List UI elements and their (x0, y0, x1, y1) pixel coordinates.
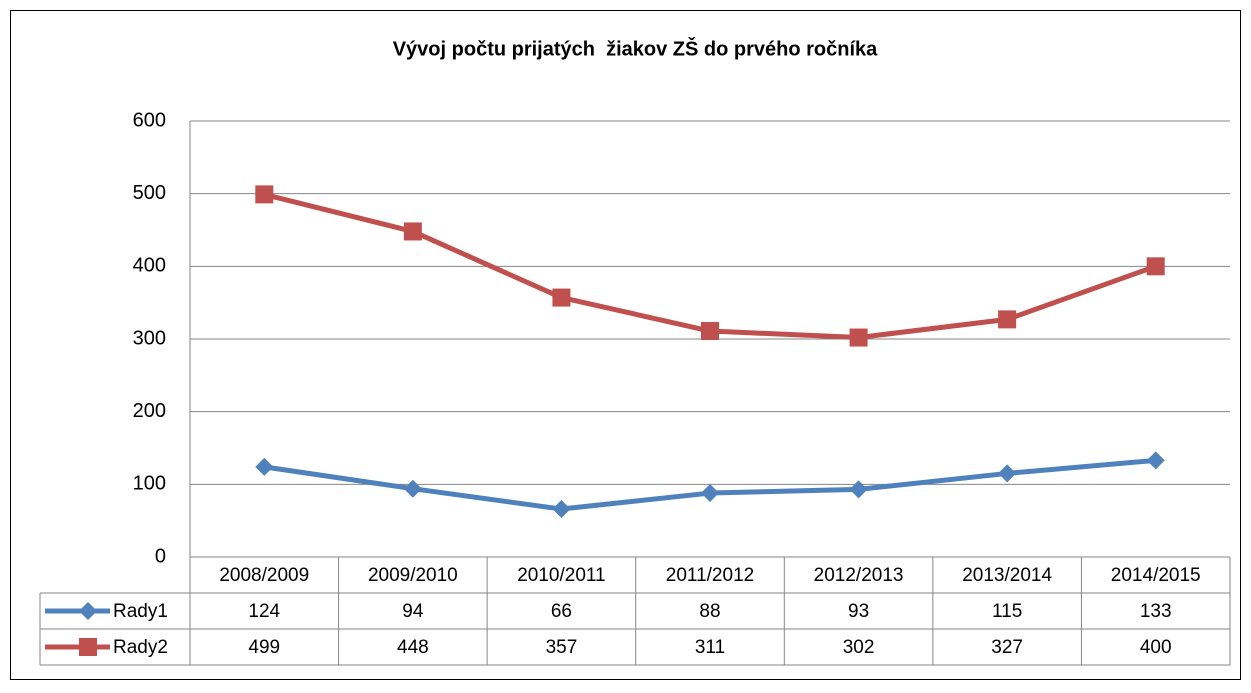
data-point (1146, 451, 1165, 470)
category-label: 2009/2010 (368, 565, 458, 586)
table-value: 124 (248, 601, 280, 622)
chart-border (10, 10, 1241, 680)
legend-marker (79, 638, 97, 656)
data-point (552, 288, 571, 307)
data-point (701, 484, 719, 503)
table-value: 311 (695, 637, 725, 658)
y-tick-label: 200 (133, 400, 166, 422)
table-value: 115 (992, 601, 1022, 622)
table-value: 88 (699, 601, 720, 622)
category-label: 2011/2012 (666, 565, 754, 586)
data-point (552, 500, 571, 519)
data-point (849, 328, 868, 347)
y-tick-label: 500 (133, 182, 166, 204)
category-label: 2013/2014 (962, 565, 1052, 586)
data-point (998, 464, 1017, 483)
table-value: 66 (551, 601, 572, 622)
category-label: 2008/2009 (219, 565, 309, 586)
y-tick-label: 100 (133, 473, 166, 495)
category-label: 2010/2011 (517, 565, 605, 586)
data-point (403, 222, 422, 241)
data-point (998, 310, 1017, 329)
data-point (1146, 257, 1165, 276)
legend-label: Rady2 (113, 637, 168, 658)
y-tick-label: 400 (133, 255, 166, 277)
table-value: 133 (1140, 601, 1172, 622)
chart-title: Vývoj počtu prijatých žiakov ZŠ do prvéh… (393, 36, 878, 60)
table-value: 448 (397, 637, 429, 658)
table-value: 357 (546, 637, 578, 658)
data-point (849, 480, 868, 499)
legend-label: Rady1 (113, 601, 168, 622)
y-tick-label: 300 (133, 327, 166, 349)
table-value: 94 (402, 601, 424, 622)
table-value: 302 (843, 637, 875, 658)
data-point (701, 322, 719, 341)
y-tick-label: 0 (155, 545, 166, 567)
data-point (255, 185, 274, 204)
table-value: 93 (848, 601, 869, 622)
table-value: 400 (1140, 637, 1172, 658)
data-point (403, 479, 422, 498)
legend-marker (79, 602, 97, 620)
y-tick-label: 600 (133, 109, 166, 131)
category-label: 2014/2015 (1111, 565, 1201, 586)
data-point (255, 457, 274, 476)
table-value: 327 (991, 637, 1023, 658)
category-label: 2012/2013 (814, 565, 904, 586)
table-value: 499 (248, 637, 280, 658)
